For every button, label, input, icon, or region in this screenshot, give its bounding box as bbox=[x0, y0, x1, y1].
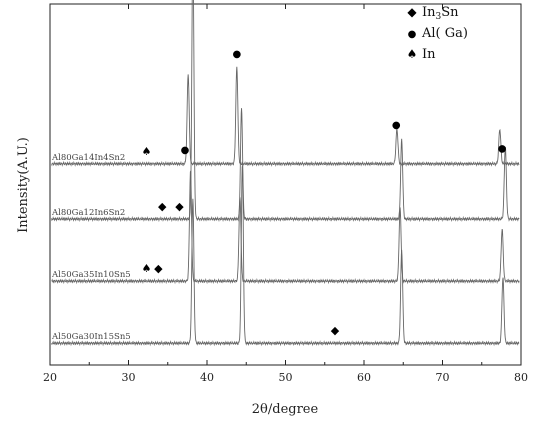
x-tick-label: 40 bbox=[200, 371, 214, 384]
marker-layer: ♠ ●●●●◆ ◆♠ ◆◆ bbox=[142, 49, 507, 337]
legend-label-main: Al( Ga) bbox=[421, 26, 468, 41]
x-axis-title: 2θ/degree bbox=[252, 402, 319, 417]
legend-label-main: In bbox=[422, 5, 436, 20]
x-tick-label: 30 bbox=[122, 371, 136, 384]
series-label: Al50Ga30In15Sn5 bbox=[51, 332, 131, 342]
legend-circle-icon: ● bbox=[408, 29, 417, 40]
legend-label: In bbox=[422, 47, 436, 62]
diamond-marker: ◆ bbox=[331, 324, 340, 337]
legend-label: Al( Ga) bbox=[421, 26, 468, 41]
plot-frame bbox=[49, 3, 522, 366]
series-trace bbox=[51, 170, 520, 285]
series-label-layer: Al80Ga14In4Sn2 Al80Ga12In6Sn2 Al50Ga35In10… bbox=[51, 153, 131, 342]
spade-marker: ♠ bbox=[142, 145, 152, 158]
legend-label-main: In bbox=[422, 47, 436, 62]
series-trace bbox=[51, 165, 520, 347]
diamond-marker: ◆ bbox=[154, 262, 163, 275]
legend-diamond-icon: ◆ bbox=[407, 5, 417, 19]
y-axis-title: Intensity(A.U.) bbox=[16, 137, 31, 233]
circle-marker: ● bbox=[498, 143, 507, 154]
legend: ◆ In3Sn● Al( Ga)♠ In bbox=[407, 5, 468, 62]
series-trace bbox=[51, 66, 520, 167]
x-tick-label: 80 bbox=[514, 371, 528, 384]
x-tick-label: 70 bbox=[436, 371, 450, 384]
series-layer bbox=[51, 0, 520, 347]
legend-spade-icon: ♠ bbox=[407, 47, 418, 61]
series-label: Al80Ga14In4Sn2 bbox=[51, 153, 125, 163]
legend-label-subscript: 3 bbox=[436, 12, 442, 22]
circle-marker: ● bbox=[232, 49, 241, 60]
legend-label: In3Sn bbox=[422, 5, 459, 22]
diamond-marker: ◆ bbox=[158, 200, 167, 213]
legend-label-tail: Sn bbox=[441, 5, 459, 20]
x-tick-label: 50 bbox=[279, 371, 293, 384]
diamond-marker: ◆ bbox=[175, 200, 184, 213]
spade-marker: ♠ bbox=[142, 262, 152, 275]
series-label: Al80Ga12In6Sn2 bbox=[51, 208, 125, 218]
x-tick-label: 20 bbox=[43, 371, 57, 384]
x-axis: 20 30 40 50 60 70 80 bbox=[43, 4, 528, 384]
series-label: Al50Ga35In10Sn5 bbox=[51, 270, 131, 280]
circle-marker: ● bbox=[181, 145, 190, 156]
series-trace bbox=[51, 0, 520, 223]
circle-marker: ● bbox=[392, 120, 401, 131]
x-tick-label: 60 bbox=[357, 371, 371, 384]
